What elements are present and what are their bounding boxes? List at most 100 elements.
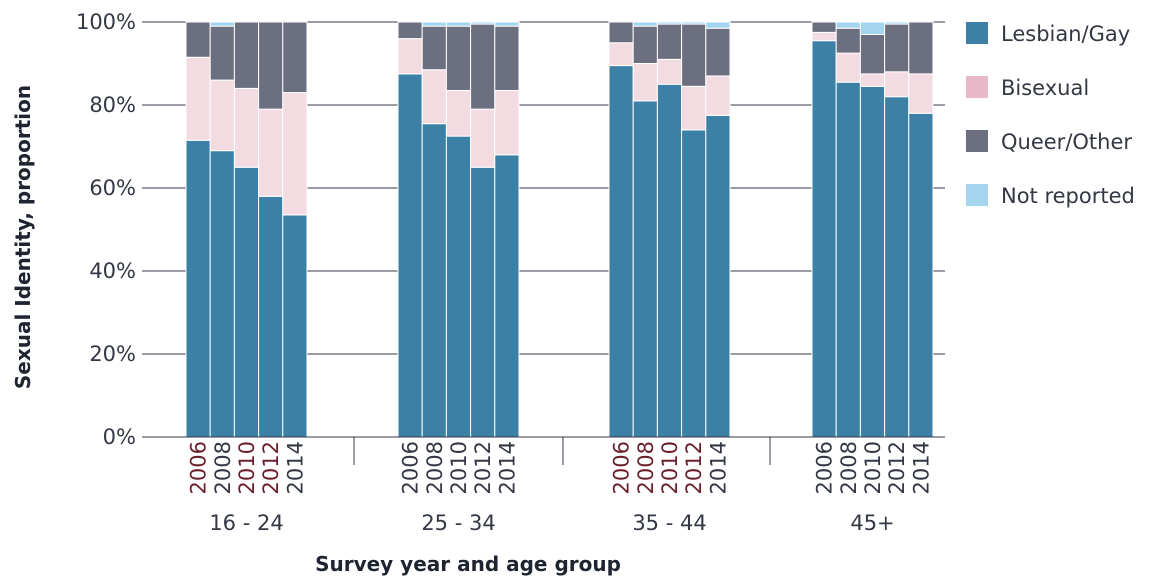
x-tick-label-year: 2014: [706, 441, 730, 494]
bar-segment-lesbian-gay: [258, 195, 284, 438]
x-tick-label-year: 2006: [610, 441, 634, 494]
bar-segment-not-reported: [835, 21, 861, 29]
bar-segment-lesbian-gay: [470, 166, 496, 438]
bar-segment-queer-other: [282, 21, 308, 94]
x-axis-title: Survey year and age group: [315, 552, 621, 576]
x-tick-label-year: 2008: [634, 441, 658, 494]
legend-label: Bisexual: [1001, 76, 1089, 100]
legend-label: Not reported: [1001, 184, 1135, 208]
bar-segment-lesbian-gay: [233, 166, 260, 438]
y-axis-title: Sexual Identity, proportion: [11, 85, 35, 389]
y-tick-label: 0%: [103, 425, 136, 449]
bar-segment-bisexual: [233, 87, 260, 168]
bar-segment-bisexual: [705, 75, 731, 116]
bar-segment-queer-other: [470, 23, 496, 110]
bar-segment-bisexual: [282, 92, 308, 216]
bar-segment-queer-other: [421, 25, 447, 71]
x-tick-label-year: 2014: [909, 441, 933, 494]
bar-segment-bisexual: [185, 56, 211, 141]
legend-label: Queer/Other: [1001, 130, 1132, 154]
x-tick-label-year: 2008: [211, 441, 235, 494]
legend-label: Lesbian/Gay: [1001, 22, 1130, 46]
bar-segment-lesbian-gay: [908, 112, 934, 438]
bar-segment-lesbian-gay: [445, 135, 472, 438]
bar-segment-queer-other: [445, 25, 472, 91]
legend-swatch-lesbian-gay: [966, 22, 988, 44]
bar-segment-not-reported: [705, 21, 731, 29]
bar-group: [185, 21, 308, 438]
bar-segment-lesbian-gay: [656, 83, 683, 438]
bar-segment-bisexual: [494, 89, 520, 156]
bar-segment-bisexual: [470, 108, 496, 168]
bar-segment-lesbian-gay: [835, 81, 861, 438]
bar-segment-not-reported: [632, 21, 658, 27]
x-group-label: 45+: [850, 511, 894, 535]
bar-segment-not-reported: [884, 21, 910, 25]
x-tick-label-year: 2012: [259, 441, 283, 494]
x-group-label: 35 - 44: [632, 511, 706, 535]
y-axis: 0% 20% 40% 60% 80% 100%: [76, 10, 136, 449]
bar-segment-lesbian-gay: [681, 129, 707, 438]
bar-segment-not-reported: [445, 21, 472, 27]
bar-segment-queer-other: [632, 25, 658, 64]
bar-segment-bisexual: [884, 71, 910, 98]
x-tick-label-year: 2010: [235, 441, 259, 494]
legend-swatch-queer-other: [966, 130, 988, 152]
bar-segment-not-reported: [859, 21, 886, 35]
bar-segment-bisexual: [397, 38, 423, 75]
legend: Lesbian/Gay Bisexual Queer/Other Not report…: [966, 22, 1135, 208]
bar-segment-queer-other: [859, 33, 886, 75]
bar-segment-queer-other: [884, 23, 910, 73]
bar-segment-lesbian-gay: [185, 139, 211, 438]
x-tick-label-year: 2012: [471, 441, 495, 494]
bar-segment-queer-other: [258, 21, 284, 110]
bar-segment-not-reported: [421, 21, 447, 27]
bar-segment-bisexual: [632, 63, 658, 102]
bar-segment-not-reported: [470, 21, 496, 25]
bar-segment-not-reported: [656, 21, 683, 25]
x-tick-label-year: 2010: [861, 441, 885, 494]
bar-segment-bisexual: [421, 69, 447, 125]
bar-segment-queer-other: [811, 21, 837, 33]
y-tick-label: 20%: [89, 342, 136, 366]
y-tick-label: 80%: [89, 93, 136, 117]
x-tick-label-year: 2008: [423, 441, 447, 494]
x-tick-label-year: 2006: [813, 441, 837, 494]
bar-segment-bisexual: [835, 52, 861, 83]
bar-segment-lesbian-gay: [608, 65, 634, 438]
bar-segment-bisexual: [681, 85, 707, 131]
bar-segment-queer-other: [233, 21, 260, 89]
bar-segment-not-reported: [209, 21, 235, 27]
bar-segment-queer-other: [397, 21, 423, 40]
bar-segment-bisexual: [859, 73, 886, 87]
x-tick-label-year: 2014: [495, 441, 519, 494]
bar-segment-lesbian-gay: [705, 114, 731, 438]
bar-segment-bisexual: [608, 42, 634, 67]
y-tick-label: 60%: [89, 176, 136, 200]
x-tick-label-year: 2012: [682, 441, 706, 494]
x-tick-label-year: 2010: [447, 441, 471, 494]
bar-segment-queer-other: [608, 21, 634, 44]
x-tick-label-year: 2008: [837, 441, 861, 494]
bar-stacks: [185, 21, 934, 438]
x-tick-label-year: 2012: [885, 441, 909, 494]
x-tick-label-year: 2010: [658, 441, 682, 494]
y-tick-label: 40%: [89, 259, 136, 283]
bar-group: [397, 21, 520, 438]
bar-segment-queer-other: [656, 23, 683, 60]
bar-segment-queer-other: [908, 21, 934, 75]
bar-segment-queer-other: [681, 23, 707, 87]
bar-segment-lesbian-gay: [494, 154, 520, 438]
y-tick-label: 100%: [76, 10, 136, 34]
bar-segment-lesbian-gay: [632, 100, 658, 438]
x-tick-label-year: 2006: [187, 441, 211, 494]
bar-group: [608, 21, 731, 438]
bar-segment-queer-other: [835, 27, 861, 54]
bar-segment-bisexual: [811, 31, 837, 42]
bar-segment-not-reported: [494, 21, 520, 27]
bar-segment-queer-other: [494, 25, 520, 91]
bar-segment-lesbian-gay: [421, 123, 447, 438]
legend-swatch-not-reported: [966, 184, 988, 206]
